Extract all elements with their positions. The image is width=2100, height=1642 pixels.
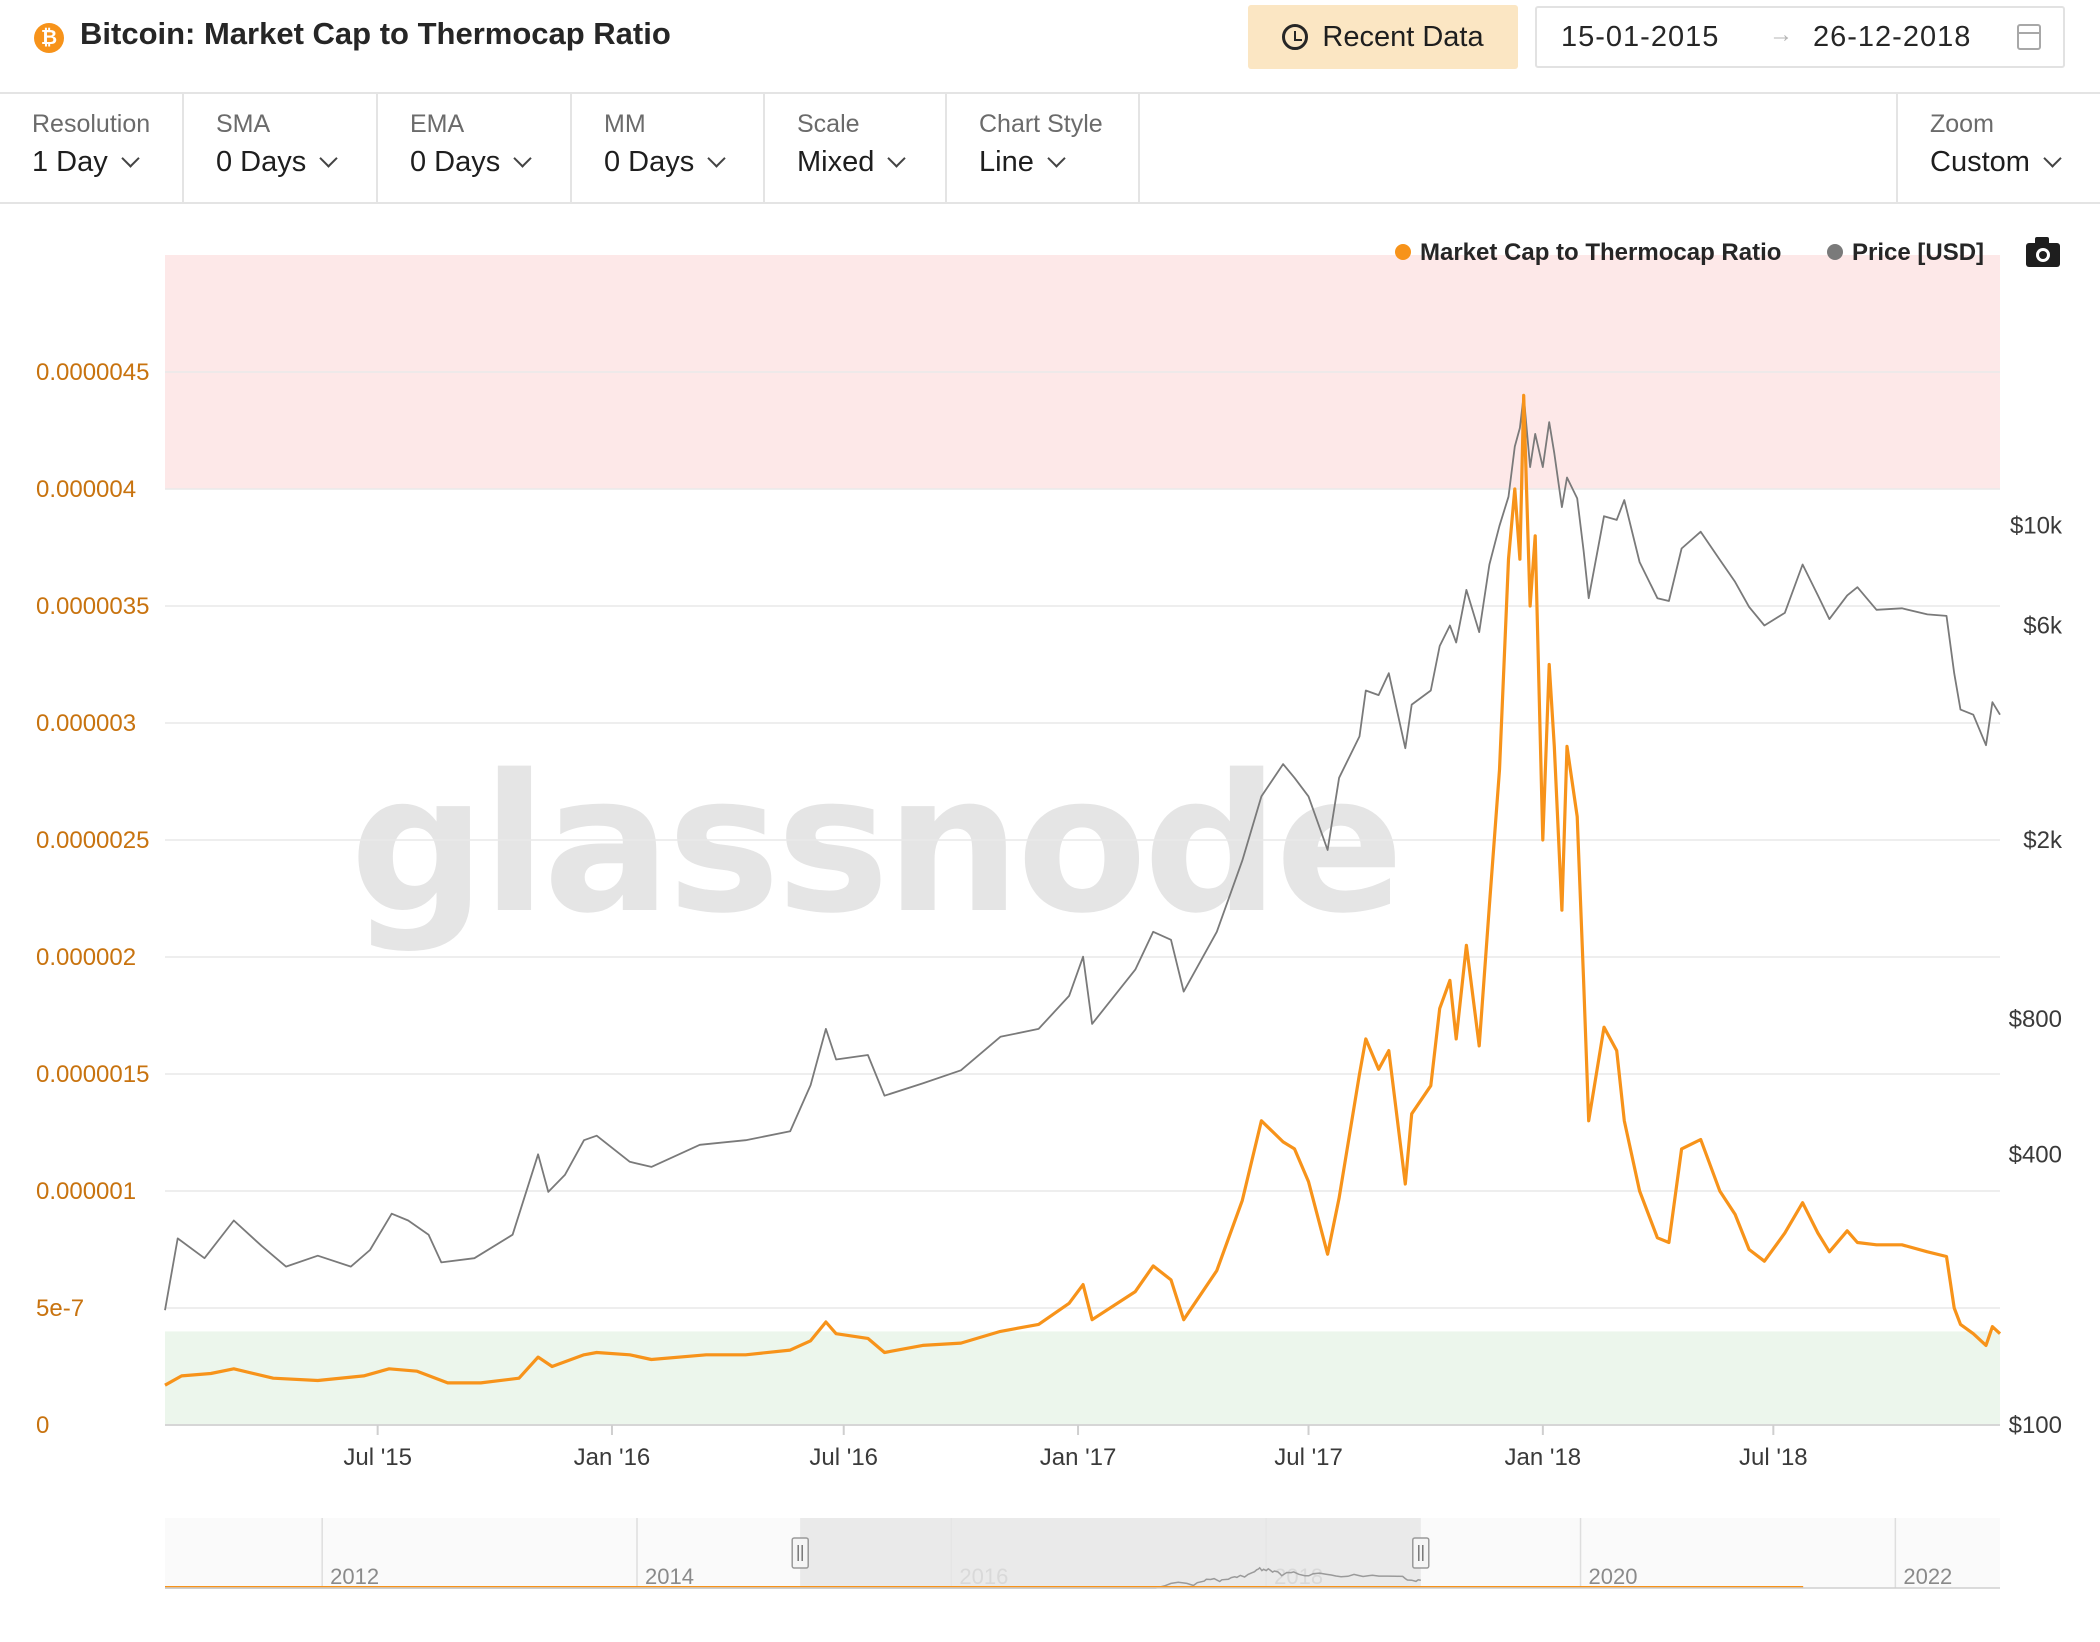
y-left-tick-label: 5e-7 [36,1295,84,1322]
y-right-tick-label: $400 [2009,1141,2062,1168]
zoom-value: Custom [1930,146,2030,178]
chart-style-label: Chart Style [979,110,1103,138]
y-left-tick-label: 0.0000045 [36,359,149,386]
ema-label: EMA [410,110,465,138]
recent-data-button[interactable]: Recent Data [1248,5,1518,69]
y-left-tick-label: 0.000002 [36,944,136,971]
price-series-line[interactable] [164,394,2001,1311]
x-tick-label: Jan '17 [1040,1444,1117,1471]
chart-header: ₿ Bitcoin: Market Cap to Thermocap Ratio… [0,0,2100,94]
sma-label: SMA [216,110,271,138]
y-right-tick-label: $10k [2010,513,2063,540]
y-left-tick-label: 0.0000025 [36,827,149,854]
ema-dropdown[interactable]: EMA 0 Days [378,92,572,202]
chart-style-dropdown[interactable]: Chart Style Line [947,92,1140,202]
scale-label: Scale [797,110,860,138]
navigator-tick-label: 2012 [330,1564,379,1589]
chart-controls: Resolution 1 Day SMA 0 Days EMA 0 Days M… [0,92,2100,204]
legend-item-price[interactable]: Price [USD] [1852,239,1984,266]
y-left-tick-label: 0.000003 [36,710,136,737]
navigator-handle-right[interactable] [1412,1537,1430,1569]
navigator-handle-left[interactable] [791,1537,809,1569]
y-right-tick-label: $100 [2009,1412,2062,1439]
handle-grip[interactable] [791,1537,809,1569]
mm-label: MM [604,110,646,138]
sma-value: 0 Days [216,146,307,178]
navigator-tick-label: 2014 [645,1564,694,1589]
resolution-label: Resolution [32,110,151,138]
clock-icon [1282,24,1309,50]
recent-data-label: Recent Data [1322,20,1484,53]
ema-value: 0 Days [410,146,501,178]
calendar-icon[interactable] [2017,24,2041,50]
date-end-input[interactable]: 26-12-2018 [1813,21,1972,53]
y-right-tick-label: $2k [2023,827,2063,854]
date-start-input[interactable]: 15-01-2015 [1561,21,1720,53]
legend-marker-ratio [1395,244,1411,260]
x-tick-label: Jul '18 [1739,1444,1808,1471]
navigator[interactable]: 201220142016201820202022 [165,1518,2000,1589]
x-tick-label: Jul '15 [343,1444,412,1471]
navigator-tick-label: 2022 [1903,1564,1952,1589]
undervalued-band [165,1331,2000,1425]
zoom-dropdown[interactable]: Zoom Custom [1896,92,2100,202]
y-left-tick-label: 0.000004 [36,476,136,503]
page-title: Bitcoin: Market Cap to Thermocap Ratio [80,16,671,51]
ratio-series-line[interactable] [164,393,2002,1387]
navigator-selection[interactable] [800,1518,1421,1588]
legend: Market Cap to Thermocap Ratio Price [USD… [1395,239,1984,266]
legend-item-ratio[interactable]: Market Cap to Thermocap Ratio [1420,239,1781,266]
x-tick-label: Jul '16 [809,1444,878,1471]
resolution-value: 1 Day [32,146,108,178]
legend-marker-price [1827,244,1843,260]
watermark: glassnode [350,734,1400,955]
camera-icon[interactable] [2026,237,2060,267]
zoom-label: Zoom [1930,110,1994,138]
arrow-right-icon: → [1769,21,1793,48]
date-range-picker[interactable]: 15-01-2015 → 26-12-2018 [1535,6,2065,68]
x-tick-label: Jul '17 [1274,1444,1343,1471]
resolution-dropdown[interactable]: Resolution 1 Day [0,92,184,202]
x-tick-label: Jan '16 [574,1444,651,1471]
y-right-tick-label: $800 [2009,1006,2062,1033]
y-left-tick-label: 0.000001 [36,1178,136,1205]
handle-grip[interactable] [1412,1537,1430,1569]
y-left-tick-label: 0.0000035 [36,593,149,620]
y-left-tick-label: 0.0000015 [36,1061,149,1088]
scale-dropdown[interactable]: Scale Mixed [765,92,947,202]
y-left-tick-label: 0 [36,1412,49,1439]
bitcoin-icon: ₿ [34,23,64,53]
navigator-tick-label: 2020 [1589,1564,1638,1589]
scale-value: Mixed [797,146,875,178]
y-right-tick-label: $6k [2023,612,2063,639]
x-tick-label: Jan '18 [1505,1444,1582,1471]
mm-value: 0 Days [604,146,695,178]
mm-dropdown[interactable]: MM 0 Days [572,92,765,202]
chart-style-value: Line [979,146,1034,178]
sma-dropdown[interactable]: SMA 0 Days [184,92,378,202]
